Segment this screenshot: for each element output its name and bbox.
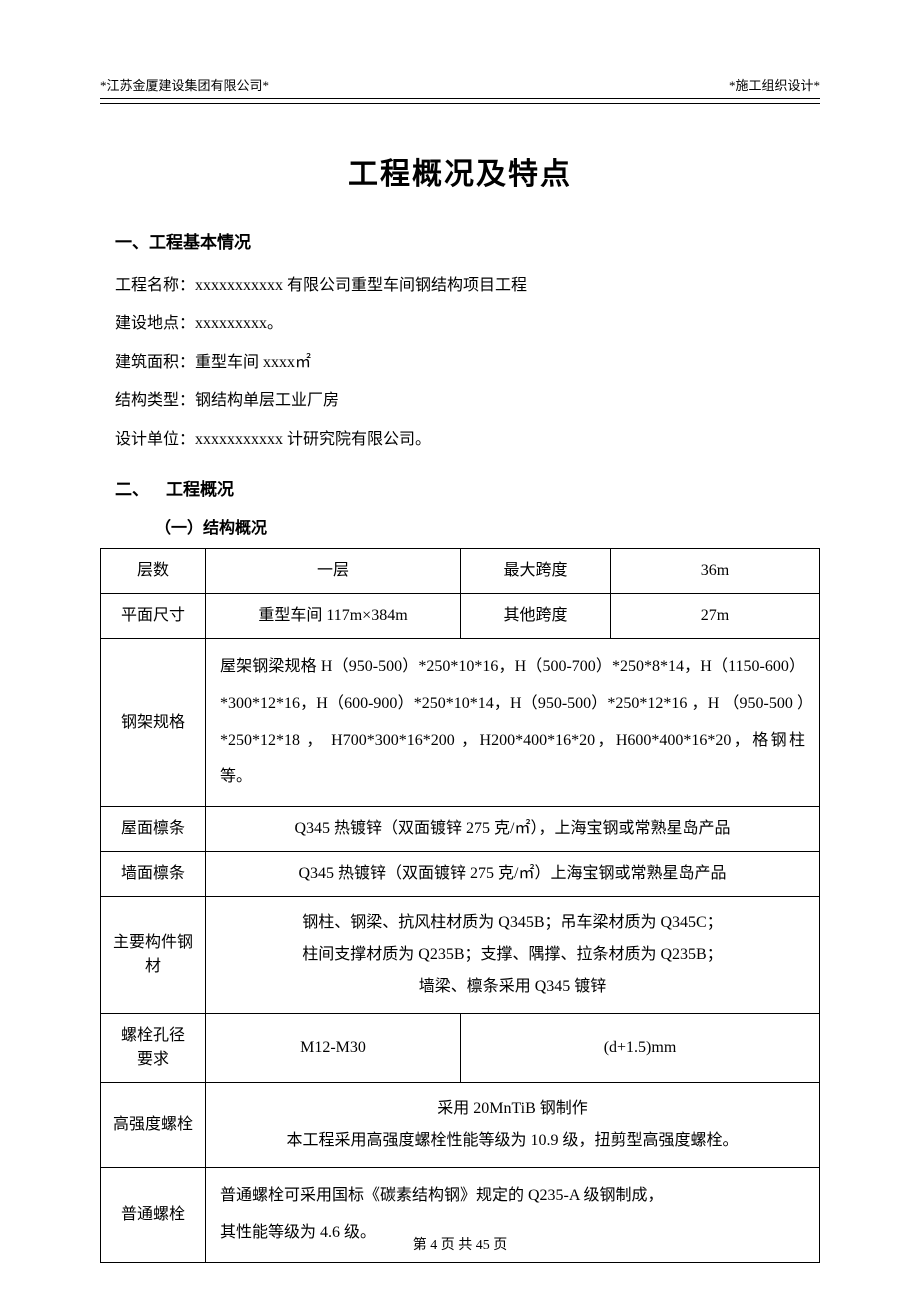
- table-row: 层数 一层 最大跨度 36m: [101, 548, 820, 593]
- section2-subheading: （一）结构概况: [155, 514, 820, 538]
- cell: 墙面檩条: [101, 852, 206, 897]
- table-row: 屋面檩条 Q345 热镀锌（双面镀锌 275 克/㎡），上海宝钢或常熟星岛产品: [101, 807, 820, 852]
- cell: 钢柱、钢梁、抗风柱材质为 Q345B；吊车梁材质为 Q345C； 柱间支撑材质为…: [206, 897, 820, 1014]
- cell: 平面尺寸: [101, 593, 206, 638]
- body-line: 建设地点：xxxxxxxxx。: [115, 305, 820, 343]
- cell: 其他跨度: [461, 593, 611, 638]
- section2-heading: 二、 工程概况: [115, 475, 820, 500]
- header-left: *江苏金厦建设集团有限公司*: [100, 75, 269, 94]
- cell: 36m: [611, 548, 820, 593]
- cell: 重型车间 117m×384m: [206, 593, 461, 638]
- cell: 高强度螺栓: [101, 1083, 206, 1168]
- header-rule: [100, 101, 820, 104]
- cell: 27m: [611, 593, 820, 638]
- body-line: 结构类型：钢结构单层工业厂房: [115, 382, 820, 420]
- spec-table: 层数 一层 最大跨度 36m 平面尺寸 重型车间 117m×384m 其他跨度 …: [100, 548, 820, 1263]
- cell: 主要构件钢材: [101, 897, 206, 1014]
- body-line: 工程名称：xxxxxxxxxxx 有限公司重型车间钢结构项目工程: [115, 267, 820, 305]
- cell: M12-M30: [206, 1014, 461, 1083]
- cell: (d+1.5)mm: [461, 1014, 820, 1083]
- page-footer: 第 4 页 共 45 页: [0, 1234, 920, 1254]
- cell: 屋面檩条: [101, 807, 206, 852]
- table-row: 墙面檩条 Q345 热镀锌（双面镀锌 275 克/㎡）上海宝钢或常熟星岛产品: [101, 852, 820, 897]
- cell: Q345 热镀锌（双面镀锌 275 克/㎡）上海宝钢或常熟星岛产品: [206, 852, 820, 897]
- table-row: 高强度螺栓 采用 20MnTiB 钢制作 本工程采用高强度螺栓性能等级为 10.…: [101, 1083, 820, 1168]
- table-row: 螺栓孔径 要求 M12-M30 (d+1.5)mm: [101, 1014, 820, 1083]
- cell: 钢架规格: [101, 638, 206, 806]
- section1-heading: 一、工程基本情况: [115, 228, 820, 253]
- body-line: 建筑面积：重型车间 xxxx㎡: [115, 344, 820, 382]
- table-row: 钢架规格 屋架钢梁规格 H（950-500）*250*10*16，H（500-7…: [101, 638, 820, 806]
- table-row: 平面尺寸 重型车间 117m×384m 其他跨度 27m: [101, 593, 820, 638]
- body-line: 设计单位：xxxxxxxxxxx 计研究院有限公司。: [115, 421, 820, 459]
- cell: 螺栓孔径 要求: [101, 1014, 206, 1083]
- header-right: *施工组织设计*: [729, 75, 820, 94]
- cell: 一层: [206, 548, 461, 593]
- cell: 最大跨度: [461, 548, 611, 593]
- cell: 层数: [101, 548, 206, 593]
- cell: 屋架钢梁规格 H（950-500）*250*10*16，H（500-700）*2…: [206, 638, 820, 806]
- cell: Q345 热镀锌（双面镀锌 275 克/㎡），上海宝钢或常熟星岛产品: [206, 807, 820, 852]
- page-header: *江苏金厦建设集团有限公司* *施工组织设计*: [100, 75, 820, 99]
- cell: 采用 20MnTiB 钢制作 本工程采用高强度螺栓性能等级为 10.9 级，扭剪…: [206, 1083, 820, 1168]
- table-row: 主要构件钢材 钢柱、钢梁、抗风柱材质为 Q345B；吊车梁材质为 Q345C； …: [101, 897, 820, 1014]
- page-title: 工程概况及特点: [100, 149, 820, 193]
